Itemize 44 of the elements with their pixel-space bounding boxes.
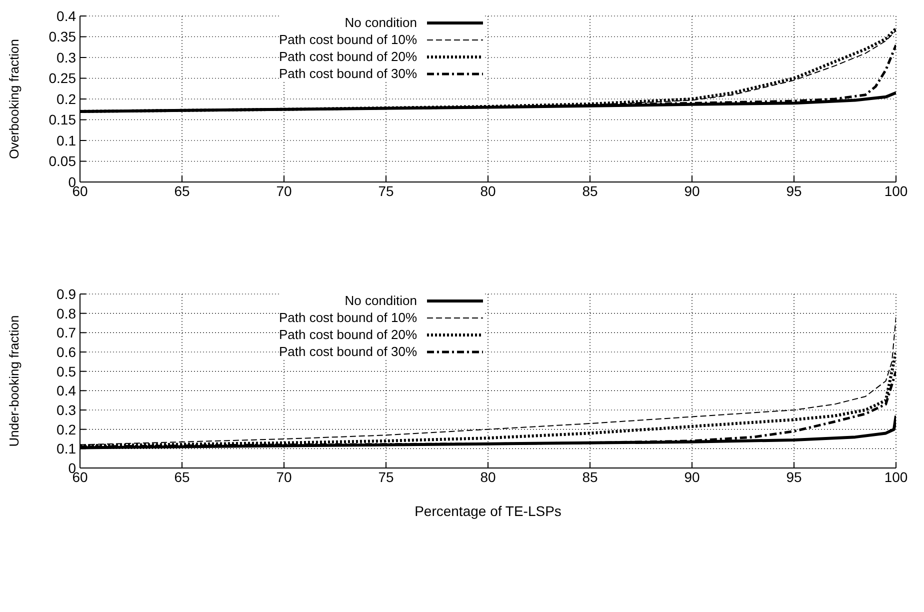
y-tick-label: 0.2: [56, 90, 76, 107]
x-tick-label: 85: [582, 182, 598, 199]
y-tick-label: 0.05: [48, 153, 76, 170]
x-tick-label: 80: [480, 182, 496, 199]
legend-label: No condition: [344, 293, 418, 308]
legend-label: Path cost bound of 10%: [278, 32, 418, 47]
x-tick-label: 100: [884, 468, 908, 485]
y-tick-label: 0.25: [48, 70, 76, 86]
y-axis-title: Under-booking fraction: [6, 315, 22, 447]
y-tick-label: 0.3: [56, 49, 76, 66]
x-tick-label: 95: [786, 468, 802, 485]
x-axis-title: Percentage of TE-LSPs: [414, 502, 562, 519]
x-tick-label: 70: [276, 468, 292, 485]
legend-label: Path cost bound of 30%: [278, 344, 418, 359]
y-tick-label: 0.8: [56, 305, 76, 322]
x-tick-label: 75: [378, 468, 394, 485]
y-tick-label: 0.2: [56, 421, 76, 438]
y-tick-label: 0.9: [56, 286, 76, 302]
x-tick-label: 65: [174, 182, 190, 199]
y-tick-label: 0.6: [56, 344, 76, 360]
x-tick-label: 75: [378, 182, 394, 199]
x-tick-label: 90: [684, 468, 700, 485]
y-tick-label: 0.5: [56, 363, 76, 380]
x-tick-label: 85: [582, 468, 598, 485]
y-tick-label: 0.4: [56, 8, 76, 24]
legend-label: Path cost bound of 30%: [278, 66, 418, 81]
y-tick-label: 0.1: [56, 132, 76, 148]
y-axis-title: Overbooking fraction: [6, 39, 22, 159]
legend-label: Path cost bound of 10%: [278, 310, 418, 325]
y-tick-label: 0.15: [48, 112, 76, 128]
legend-label: No condition: [344, 15, 418, 30]
x-tick-label: 70: [276, 182, 292, 199]
y-tick-label: 0.7: [56, 324, 76, 341]
x-tick-label: 65: [174, 468, 190, 485]
x-tick-label: 80: [480, 468, 496, 485]
legend-label: Path cost bound of 20%: [278, 327, 418, 342]
y-tick-label: 0.3: [56, 402, 76, 418]
x-tick-label: 100: [884, 182, 908, 199]
x-tick-label: 90: [684, 182, 700, 199]
y-tick-label: 0.35: [48, 28, 76, 45]
x-tick-label: 95: [786, 182, 802, 199]
y-tick-label: 0.4: [56, 382, 76, 399]
legend-label: Path cost bound of 20%: [278, 49, 418, 64]
y-tick-label: 0.1: [56, 440, 76, 457]
